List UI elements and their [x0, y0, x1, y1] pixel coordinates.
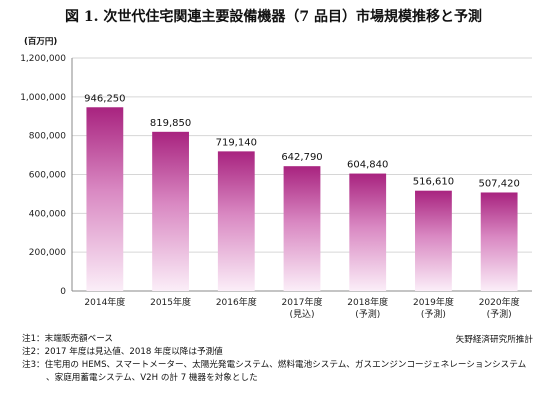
footnote-3-cont: 、家庭用蓄電システム、V2H の計 7 機器を対象とした [46, 373, 258, 383]
data-label: 642,790 [281, 152, 322, 163]
x-tick-label: 2017年度 [282, 296, 323, 308]
x-tick-sublabel: (予測) [487, 308, 512, 320]
x-tick-label: 2016年度 [216, 296, 257, 308]
bar [283, 166, 321, 291]
x-tick-label: 2020年度 [479, 296, 520, 308]
x-tick-label: 2014年度 [84, 296, 125, 308]
y-tick-label: 600,000 [29, 171, 66, 181]
y-tick-label: 400,000 [29, 209, 66, 219]
footnotes: 注1：末端販売額ベース 注2：2017 年度は見込値、2018 年度以降は予測値… [22, 333, 547, 385]
data-label: 819,850 [150, 118, 191, 129]
bar-chart: (百万円) 0 200,000 400,000 600,000 800,000 1,000… [20, 37, 532, 320]
bar [217, 151, 255, 291]
bar [480, 192, 518, 291]
source-credit: 矢野経済研究所推計 [455, 335, 533, 345]
footnote-3: 注3：住宅用の HEMS、スマートメーター、太陽光発電システム、燃料電池システム… [22, 360, 527, 370]
y-tick-label: 800,000 [29, 132, 66, 142]
x-tick-label: 2019年度 [413, 296, 454, 308]
bar [415, 190, 452, 291]
y-tick-label: 0 [60, 287, 66, 297]
data-label: 516,610 [413, 177, 454, 188]
x-tick-label: 2018年度 [347, 296, 388, 308]
bar [86, 107, 124, 291]
x-tick-sublabel: (予測) [355, 308, 380, 320]
footnote-1: 注1：末端販売額ベース [22, 334, 113, 344]
y-unit-label: (百万円) [24, 37, 57, 47]
data-label: 604,840 [347, 160, 388, 171]
bar [349, 173, 387, 291]
x-tick-label: 2015年度 [150, 296, 191, 308]
y-tick-label: 1,200,000 [20, 54, 66, 64]
data-label: 946,250 [84, 93, 125, 104]
x-tick-sublabel: (予測) [421, 308, 446, 320]
y-tick-label: 1,000,000 [20, 93, 66, 103]
data-label: 719,140 [216, 137, 257, 148]
data-label: 507,420 [478, 178, 519, 189]
bar [152, 131, 189, 291]
footnote-2: 注2：2017 年度は見込値、2018 年度以降は予測値 [22, 347, 223, 357]
x-tick-sublabel: (見込) [289, 309, 314, 320]
y-tick-label: 200,000 [29, 248, 66, 258]
chart-title: 図 1. 次世代住宅関連主要設備機器（7 品目）市場規模推移と予測 [65, 9, 482, 25]
